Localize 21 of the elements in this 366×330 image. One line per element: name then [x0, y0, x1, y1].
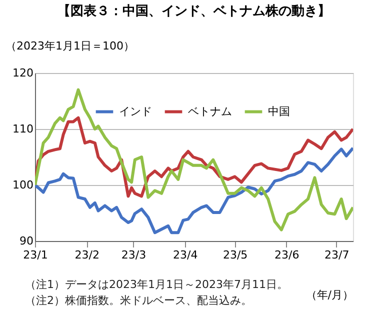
- chart-title: 【図表３：中国、インド、ベトナム株の動き】: [58, 3, 330, 19]
- line-series: [35, 146, 353, 234]
- y-tick-label: 100: [12, 178, 34, 192]
- x-tick-label: 23/6: [274, 248, 300, 262]
- legend-label: 中国: [268, 104, 290, 118]
- y-axis-title: （2023年1月1日＝100）: [6, 40, 134, 52]
- x-tick-label: 23/7: [324, 248, 350, 262]
- x-axis-title: （年/月）: [306, 288, 354, 302]
- legend-label: ベトナム: [188, 104, 232, 118]
- y-tick-label: 90: [20, 234, 34, 248]
- x-tick-label: 23/4: [172, 248, 198, 262]
- x-tick-label: 23/2: [74, 248, 100, 262]
- text: （注2）株価指数。米ドルベース、配当込み。: [25, 294, 252, 307]
- text: （注1）データは2023年1月1日～2023年7月11日。: [25, 278, 288, 291]
- line-series: [35, 88, 353, 232]
- x-tick-label: 23/3: [121, 248, 146, 262]
- legend-label: インド: [119, 104, 152, 118]
- x-tick-label: 23/1: [23, 248, 48, 262]
- y-tick-label: 120: [12, 66, 34, 80]
- y-tick-label: 110: [12, 122, 34, 136]
- x-tick-label: 23/5: [222, 248, 248, 262]
